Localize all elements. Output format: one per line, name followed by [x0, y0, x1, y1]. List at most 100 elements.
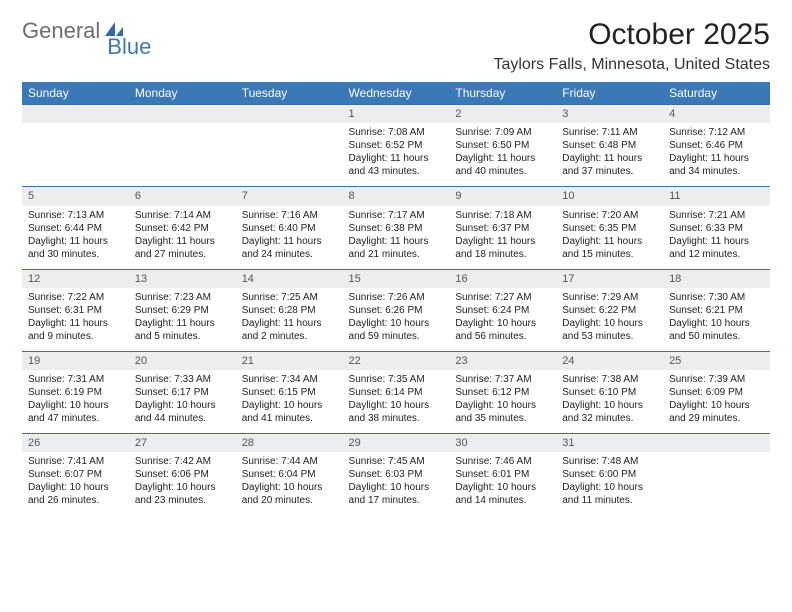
sunrise-text: Sunrise: 7:21 AM: [669, 209, 764, 222]
header: General Blue October 2025 Taylors Falls,…: [22, 18, 770, 74]
day-cell: [129, 123, 236, 187]
day-cell: Sunrise: 7:35 AMSunset: 6:14 PMDaylight:…: [343, 370, 450, 434]
sunrise-text: Sunrise: 7:27 AM: [455, 291, 550, 304]
daylight-text-2: and 27 minutes.: [135, 248, 230, 261]
day-number: 23: [449, 351, 556, 370]
sunrise-text: Sunrise: 7:33 AM: [135, 373, 230, 386]
day-cell: Sunrise: 7:14 AMSunset: 6:42 PMDaylight:…: [129, 206, 236, 270]
daylight-text-1: Daylight: 11 hours: [455, 235, 550, 248]
day-number: 10: [556, 187, 663, 206]
sunset-text: Sunset: 6:00 PM: [562, 468, 657, 481]
daylight-text-2: and 23 minutes.: [135, 494, 230, 507]
daylight-text-2: and 24 minutes.: [242, 248, 337, 261]
daylight-text-2: and 29 minutes.: [669, 412, 764, 425]
day-number: [129, 105, 236, 124]
day-cell: Sunrise: 7:29 AMSunset: 6:22 PMDaylight:…: [556, 288, 663, 352]
sunrise-text: Sunrise: 7:09 AM: [455, 126, 550, 139]
sunset-text: Sunset: 6:22 PM: [562, 304, 657, 317]
day-cell: Sunrise: 7:45 AMSunset: 6:03 PMDaylight:…: [343, 452, 450, 515]
day-cell: Sunrise: 7:18 AMSunset: 6:37 PMDaylight:…: [449, 206, 556, 270]
daylight-text-2: and 21 minutes.: [349, 248, 444, 261]
sunset-text: Sunset: 6:24 PM: [455, 304, 550, 317]
sunset-text: Sunset: 6:03 PM: [349, 468, 444, 481]
sunrise-text: Sunrise: 7:22 AM: [28, 291, 123, 304]
day-number: 27: [129, 434, 236, 453]
day-header: Tuesday: [236, 82, 343, 105]
daylight-text-1: Daylight: 11 hours: [349, 235, 444, 248]
content-row: Sunrise: 7:31 AMSunset: 6:19 PMDaylight:…: [22, 370, 770, 434]
day-number: 19: [22, 351, 129, 370]
day-number: [236, 105, 343, 124]
sunset-text: Sunset: 6:10 PM: [562, 386, 657, 399]
page-title: October 2025: [493, 18, 770, 52]
day-number: 29: [343, 434, 450, 453]
daylight-text-1: Daylight: 10 hours: [349, 481, 444, 494]
daylight-text-2: and 20 minutes.: [242, 494, 337, 507]
daylight-text-2: and 38 minutes.: [349, 412, 444, 425]
daylight-text-2: and 35 minutes.: [455, 412, 550, 425]
sunset-text: Sunset: 6:07 PM: [28, 468, 123, 481]
day-cell: [22, 123, 129, 187]
daylight-text-2: and 37 minutes.: [562, 165, 657, 178]
daylight-text-1: Daylight: 10 hours: [455, 481, 550, 494]
sunrise-text: Sunrise: 7:31 AM: [28, 373, 123, 386]
day-number: 2: [449, 105, 556, 124]
daylight-text-2: and 41 minutes.: [242, 412, 337, 425]
day-number: 20: [129, 351, 236, 370]
daynum-row: 1234: [22, 105, 770, 124]
sunrise-text: Sunrise: 7:23 AM: [135, 291, 230, 304]
day-number: 11: [663, 187, 770, 206]
day-number: 21: [236, 351, 343, 370]
daylight-text-2: and 59 minutes.: [349, 330, 444, 343]
day-cell: [663, 452, 770, 515]
sunset-text: Sunset: 6:15 PM: [242, 386, 337, 399]
title-block: October 2025 Taylors Falls, Minnesota, U…: [493, 18, 770, 74]
day-cell: Sunrise: 7:21 AMSunset: 6:33 PMDaylight:…: [663, 206, 770, 270]
daylight-text-2: and 47 minutes.: [28, 412, 123, 425]
day-cell: Sunrise: 7:31 AMSunset: 6:19 PMDaylight:…: [22, 370, 129, 434]
day-header: Wednesday: [343, 82, 450, 105]
day-cell: Sunrise: 7:38 AMSunset: 6:10 PMDaylight:…: [556, 370, 663, 434]
sunset-text: Sunset: 6:42 PM: [135, 222, 230, 235]
daylight-text-1: Daylight: 10 hours: [242, 399, 337, 412]
sunrise-text: Sunrise: 7:46 AM: [455, 455, 550, 468]
day-cell: Sunrise: 7:08 AMSunset: 6:52 PMDaylight:…: [343, 123, 450, 187]
day-cell: Sunrise: 7:27 AMSunset: 6:24 PMDaylight:…: [449, 288, 556, 352]
daynum-row: 567891011: [22, 187, 770, 206]
sunset-text: Sunset: 6:31 PM: [28, 304, 123, 317]
daylight-text-2: and 32 minutes.: [562, 412, 657, 425]
day-number: 18: [663, 269, 770, 288]
daylight-text-1: Daylight: 10 hours: [455, 399, 550, 412]
day-number: 30: [449, 434, 556, 453]
sunrise-text: Sunrise: 7:17 AM: [349, 209, 444, 222]
daylight-text-2: and 2 minutes.: [242, 330, 337, 343]
daylight-text-2: and 18 minutes.: [455, 248, 550, 261]
daylight-text-1: Daylight: 11 hours: [349, 152, 444, 165]
sunrise-text: Sunrise: 7:34 AM: [242, 373, 337, 386]
sunset-text: Sunset: 6:40 PM: [242, 222, 337, 235]
sunrise-text: Sunrise: 7:35 AM: [349, 373, 444, 386]
day-cell: Sunrise: 7:34 AMSunset: 6:15 PMDaylight:…: [236, 370, 343, 434]
sunrise-text: Sunrise: 7:25 AM: [242, 291, 337, 304]
day-number: 17: [556, 269, 663, 288]
sunset-text: Sunset: 6:50 PM: [455, 139, 550, 152]
day-cell: Sunrise: 7:22 AMSunset: 6:31 PMDaylight:…: [22, 288, 129, 352]
sunrise-text: Sunrise: 7:45 AM: [349, 455, 444, 468]
daylight-text-2: and 15 minutes.: [562, 248, 657, 261]
sunset-text: Sunset: 6:38 PM: [349, 222, 444, 235]
daylight-text-2: and 40 minutes.: [455, 165, 550, 178]
sunset-text: Sunset: 6:35 PM: [562, 222, 657, 235]
daylight-text-1: Daylight: 10 hours: [349, 317, 444, 330]
day-number: 13: [129, 269, 236, 288]
daylight-text-1: Daylight: 10 hours: [242, 481, 337, 494]
daylight-text-1: Daylight: 10 hours: [669, 399, 764, 412]
day-cell: Sunrise: 7:33 AMSunset: 6:17 PMDaylight:…: [129, 370, 236, 434]
daynum-row: 19202122232425: [22, 351, 770, 370]
day-number: 3: [556, 105, 663, 124]
daylight-text-1: Daylight: 11 hours: [669, 152, 764, 165]
location-text: Taylors Falls, Minnesota, United States: [493, 56, 770, 74]
daylight-text-1: Daylight: 10 hours: [455, 317, 550, 330]
daynum-row: 12131415161718: [22, 269, 770, 288]
day-cell: Sunrise: 7:17 AMSunset: 6:38 PMDaylight:…: [343, 206, 450, 270]
day-cell: Sunrise: 7:48 AMSunset: 6:00 PMDaylight:…: [556, 452, 663, 515]
